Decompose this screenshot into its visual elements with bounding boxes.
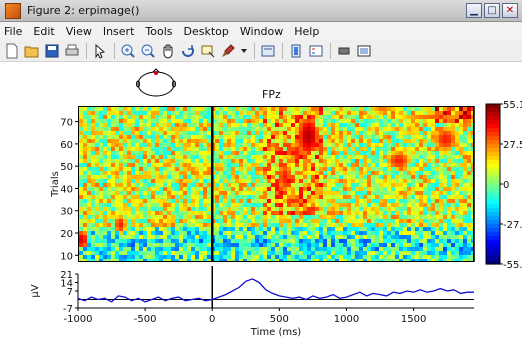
- time-tick-label: 1500: [401, 314, 426, 325]
- heatmap-cells: [79, 107, 473, 261]
- toolbar-separator: [86, 42, 87, 59]
- erp-y-tick-label: -7: [63, 304, 73, 315]
- time-tick-label: -1000: [63, 314, 92, 325]
- maximize-icon[interactable]: □: [484, 3, 500, 18]
- new-figure-icon[interactable]: [4, 43, 20, 59]
- title-bar[interactable]: Figure 2: erpimage() ▁ □ ✕: [0, 0, 522, 22]
- figure-toolbar: [0, 40, 522, 62]
- scalp-head-icon: [136, 68, 176, 97]
- colorbar-tick-label: 55.1: [503, 100, 522, 111]
- link-plot-icon[interactable]: [260, 43, 276, 59]
- hide-plot-tools-icon[interactable]: [336, 43, 352, 59]
- time-tick-label: 500: [270, 314, 289, 325]
- plot-overlay: 70605040302010Trials55.127.50-27.-55.211…: [30, 100, 522, 338]
- zoom-in-icon[interactable]: [120, 43, 136, 59]
- colorbar-tick-label: 27.5: [503, 140, 522, 151]
- trial-tick-label: 50: [60, 162, 73, 173]
- menu-bar: File Edit View Insert Tools Desktop Wind…: [0, 22, 522, 40]
- erp-y-tick-label: 7: [67, 287, 73, 298]
- channel-name: FPz: [262, 88, 281, 101]
- time-tick-label: 1000: [334, 314, 359, 325]
- print-icon[interactable]: [64, 43, 80, 59]
- colorbar-icon[interactable]: [288, 43, 304, 59]
- colorbar-tick-label: 0: [503, 180, 509, 191]
- erp-image-heatmap: [78, 106, 474, 262]
- trial-tick-label: 70: [60, 118, 73, 129]
- trial-tick-label: 10: [60, 251, 73, 262]
- matlab-icon: [5, 2, 21, 19]
- window-title: Figure 2: erpimage(): [27, 4, 140, 17]
- time-tick-label: -500: [134, 314, 157, 325]
- menu-desktop[interactable]: Desktop: [183, 24, 229, 38]
- zoom-out-icon[interactable]: [140, 43, 156, 59]
- toolbar-separator: [282, 42, 283, 59]
- select-arrow-icon[interactable]: [92, 43, 108, 59]
- erp-waveform-line: [77, 278, 474, 303]
- dropdown-arrow-icon[interactable]: [240, 43, 248, 59]
- erp-y-tick-label: 21: [60, 270, 73, 281]
- save-icon[interactable]: [44, 43, 60, 59]
- minimize-icon[interactable]: ▁: [466, 3, 482, 18]
- colorbar: [486, 104, 500, 265]
- close-icon[interactable]: ✕: [502, 3, 518, 18]
- trial-tick-label: 60: [60, 140, 73, 151]
- brush-icon[interactable]: [220, 43, 236, 59]
- toolbar-separator: [254, 42, 255, 59]
- menu-window[interactable]: Window: [239, 24, 284, 38]
- colorbar-tick-label: -55.: [503, 260, 522, 271]
- menu-help[interactable]: Help: [294, 24, 320, 38]
- trials-axis-label: Trials: [50, 171, 61, 198]
- toolbar-separator: [330, 42, 331, 59]
- data-cursor-icon[interactable]: [200, 43, 216, 59]
- legend-icon[interactable]: [308, 43, 324, 59]
- trial-tick-label: 20: [60, 229, 73, 240]
- trial-tick-label: 40: [60, 184, 73, 195]
- show-plot-tools-icon[interactable]: [356, 43, 372, 59]
- heatmap-svg: [79, 107, 473, 261]
- menu-file[interactable]: File: [4, 24, 23, 38]
- menu-view[interactable]: View: [65, 24, 92, 38]
- time-tick-label: 0: [209, 314, 215, 325]
- toolbar-separator: [114, 42, 115, 59]
- menu-edit[interactable]: Edit: [33, 24, 55, 38]
- open-file-icon[interactable]: [24, 43, 40, 59]
- menu-insert[interactable]: Insert: [102, 24, 135, 38]
- menu-tools[interactable]: Tools: [145, 24, 173, 38]
- figure-canvas: FPz 70605040302010Trials55.127.50-27.-55…: [0, 62, 522, 340]
- rotate-3d-icon[interactable]: [180, 43, 196, 59]
- erp-y-tick-label: 14: [60, 279, 73, 290]
- window-controls: ▁ □ ✕: [466, 3, 518, 18]
- pan-hand-icon[interactable]: [160, 43, 176, 59]
- trial-tick-label: 30: [60, 207, 73, 218]
- time-axis-label: Time (ms): [250, 327, 302, 338]
- erp-axis-label: μV: [30, 284, 41, 297]
- colorbar-tick-label: -27.: [503, 220, 522, 231]
